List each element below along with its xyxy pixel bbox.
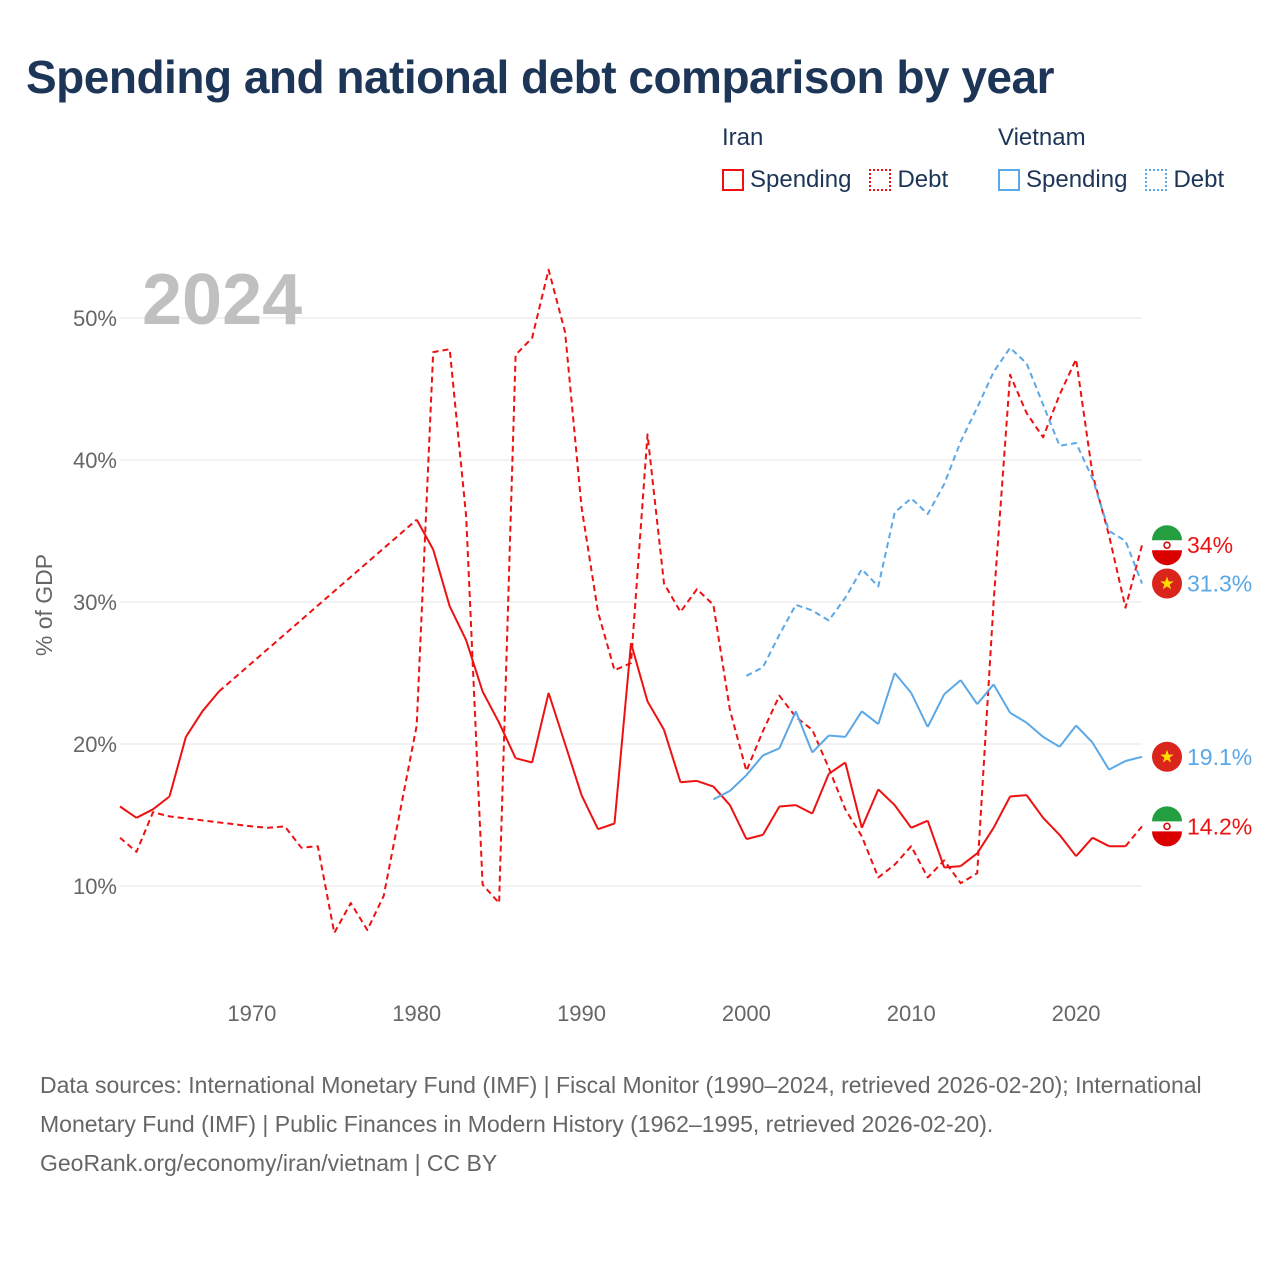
- legend-group-label: Iran: [722, 124, 764, 151]
- chart-title: Spending and national debt comparison by…: [26, 51, 1055, 103]
- x-tick-label: 1980: [392, 1001, 441, 1026]
- legend-item-label: Spending: [1026, 166, 1128, 193]
- x-tick-label: 1970: [227, 1001, 276, 1026]
- flag-star-icon: [1160, 749, 1174, 763]
- vietnam-flag-icon: [1152, 741, 1182, 772]
- iran-flag-icon: [1152, 525, 1182, 566]
- end-value-label: 14.2%: [1187, 813, 1252, 839]
- vietnam-debt-line: [745, 346, 1143, 677]
- flag-star-icon: [1160, 576, 1174, 590]
- line-chart: 2024 10% 20% 30% 40% 50% 1970 1980 1990 2000 201…: [31, 260, 1252, 1026]
- legend-group-label: Vietnam: [998, 124, 1086, 151]
- year-watermark: 2024: [142, 260, 302, 340]
- y-axis-title: % of GDP: [31, 554, 57, 656]
- footer: Data sources: International Monetary Fun…: [40, 1066, 1240, 1183]
- y-axis: 10% 20% 30% 40% 50%: [73, 306, 117, 899]
- legend-item-vietnam-debt[interactable]: Debt: [1145, 166, 1224, 194]
- legend-swatch-solid-icon: [998, 169, 1020, 191]
- end-value-label: 34%: [1187, 532, 1233, 558]
- legend-swatch-dotted-icon: [869, 169, 892, 191]
- flag-green-band: [1152, 806, 1182, 822]
- iran-debt-line: [119, 268, 1143, 934]
- grid-layer: [120, 317, 1142, 887]
- legend-swatch-dotted-icon: [1145, 169, 1168, 191]
- legend-item-iran-debt[interactable]: Debt: [869, 166, 948, 194]
- legend-item-iran-spending[interactable]: Spending: [722, 166, 851, 194]
- flag-emblem: [1163, 822, 1171, 831]
- x-tick-label: 2000: [722, 1001, 771, 1026]
- end-value-label: 19.1%: [1187, 744, 1252, 770]
- y-tick-label: 20%: [73, 732, 117, 757]
- y-tick-label: 40%: [73, 448, 117, 473]
- legend-group-iran: Iran Spending Debt: [722, 124, 966, 194]
- end-value-label: 31.3%: [1187, 571, 1252, 597]
- iran-spending-line: [119, 519, 1126, 869]
- legend-item-label: Debt: [897, 166, 949, 193]
- vietnam-flag-icon: [1152, 568, 1182, 599]
- flag-red-band: [1152, 831, 1182, 847]
- flag-green-band: [1152, 525, 1182, 541]
- data-sources: Data sources: International Monetary Fun…: [40, 1072, 1202, 1137]
- flag-red-band: [1152, 550, 1182, 566]
- credit-link[interactable]: GeoRank.org/economy/iran/vietnam | CC BY: [40, 1150, 498, 1176]
- y-tick-label: 10%: [73, 874, 117, 899]
- y-tick-label: 30%: [73, 590, 117, 615]
- y-tick-label: 50%: [73, 306, 117, 331]
- x-axis: 1970 1980 1990 2000 2010 2020: [227, 1001, 1100, 1026]
- legend-item-label: Spending: [750, 166, 852, 193]
- iran-spending-line-gap: [218, 518, 1143, 847]
- end-labels: 14.2% 34% 19.1% 31.3%: [1152, 525, 1252, 847]
- x-tick-label: 1990: [557, 1001, 606, 1026]
- legend-group-vietnam: Vietnam Spending Debt: [998, 124, 1242, 194]
- x-tick-label: 2020: [1052, 1001, 1101, 1026]
- x-tick-label: 2010: [887, 1001, 936, 1026]
- vietnam-spending-line: [712, 672, 1143, 801]
- legend-swatch-solid-icon: [722, 169, 744, 191]
- legend-item-vietnam-spending[interactable]: Spending: [998, 166, 1127, 194]
- iran-flag-icon: [1152, 806, 1182, 847]
- flag-emblem: [1163, 541, 1171, 549]
- legend-item-label: Debt: [1173, 166, 1225, 193]
- series-layer: [119, 268, 1143, 934]
